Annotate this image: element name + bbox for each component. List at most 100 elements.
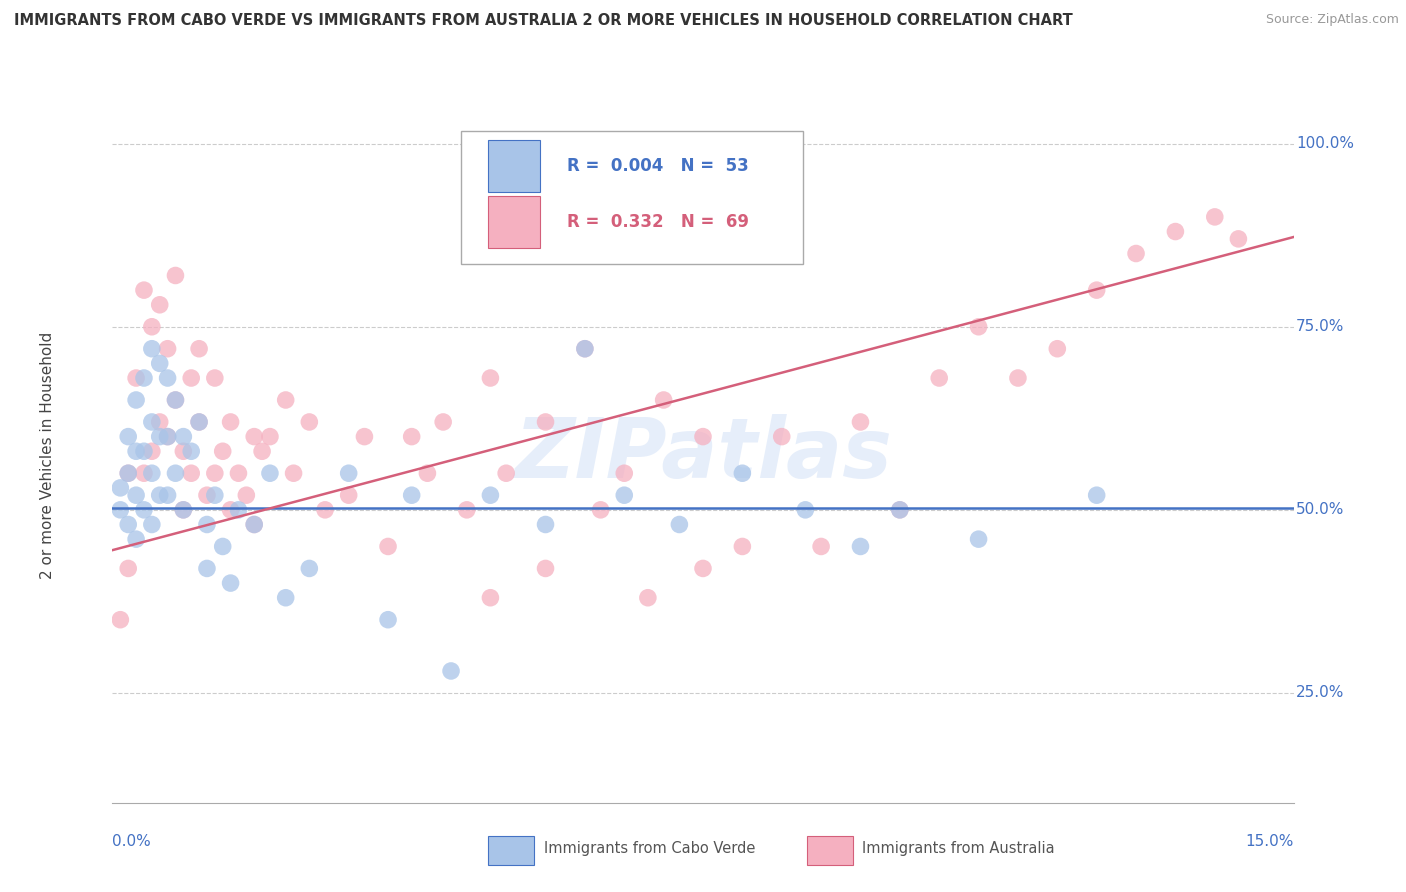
Point <box>132 444 155 458</box>
Point <box>235 488 257 502</box>
Point <box>149 415 172 429</box>
Point <box>377 540 399 554</box>
Point <box>180 467 202 481</box>
Point <box>132 283 155 297</box>
Point <box>188 415 211 429</box>
Point <box>353 429 375 443</box>
Point <box>149 488 172 502</box>
Point <box>211 540 233 554</box>
Point <box>1164 225 1187 239</box>
Point <box>1085 283 1108 297</box>
Point <box>204 488 226 502</box>
Text: 15.0%: 15.0% <box>1246 834 1294 849</box>
Point <box>849 415 872 429</box>
Text: ZIPatlas: ZIPatlas <box>515 415 891 495</box>
Point <box>692 561 714 575</box>
Point <box>117 517 139 532</box>
Point <box>141 467 163 481</box>
Point <box>125 392 148 407</box>
FancyBboxPatch shape <box>488 140 540 192</box>
Point <box>156 342 179 356</box>
Point <box>495 467 517 481</box>
Point <box>188 342 211 356</box>
Point <box>456 503 478 517</box>
Point <box>849 540 872 554</box>
Point <box>613 488 636 502</box>
Point <box>117 467 139 481</box>
Point <box>172 503 194 517</box>
Point <box>274 392 297 407</box>
Point <box>125 444 148 458</box>
Point <box>243 517 266 532</box>
Point <box>172 444 194 458</box>
Point <box>1204 210 1226 224</box>
Point <box>149 298 172 312</box>
Point <box>810 540 832 554</box>
Point <box>377 613 399 627</box>
Point <box>125 371 148 385</box>
Point <box>401 429 423 443</box>
Point <box>125 532 148 546</box>
Point <box>165 392 187 407</box>
Point <box>149 356 172 370</box>
Point <box>534 517 557 532</box>
Point <box>479 371 502 385</box>
Text: IMMIGRANTS FROM CABO VERDE VS IMMIGRANTS FROM AUSTRALIA 2 OR MORE VEHICLES IN HO: IMMIGRANTS FROM CABO VERDE VS IMMIGRANTS… <box>14 13 1073 29</box>
Point <box>219 503 242 517</box>
Point <box>298 561 321 575</box>
Point <box>668 517 690 532</box>
Point <box>156 429 179 443</box>
Point <box>172 429 194 443</box>
Text: 75.0%: 75.0% <box>1296 319 1344 334</box>
Point <box>141 319 163 334</box>
Point <box>637 591 659 605</box>
Point <box>180 371 202 385</box>
Point <box>165 392 187 407</box>
Point <box>141 444 163 458</box>
Point <box>1227 232 1250 246</box>
Point <box>195 561 218 575</box>
Point <box>298 415 321 429</box>
Point <box>889 503 911 517</box>
Point <box>967 532 990 546</box>
Point <box>117 467 139 481</box>
Point <box>259 467 281 481</box>
Point <box>243 429 266 443</box>
Point <box>794 503 817 517</box>
Point <box>1007 371 1029 385</box>
Text: Immigrants from Cabo Verde: Immigrants from Cabo Verde <box>544 840 755 855</box>
Point <box>117 561 139 575</box>
Point <box>889 503 911 517</box>
Point <box>731 467 754 481</box>
FancyBboxPatch shape <box>461 131 803 263</box>
Point <box>149 429 172 443</box>
Point <box>156 488 179 502</box>
Point <box>589 503 612 517</box>
Point <box>731 540 754 554</box>
Point <box>141 415 163 429</box>
Point <box>117 429 139 443</box>
Point <box>156 371 179 385</box>
Point <box>165 467 187 481</box>
Point <box>1085 488 1108 502</box>
FancyBboxPatch shape <box>488 196 540 248</box>
Point <box>692 429 714 443</box>
Text: R =  0.004   N =  53: R = 0.004 N = 53 <box>567 157 749 175</box>
Point <box>274 591 297 605</box>
Point <box>243 517 266 532</box>
Point <box>479 591 502 605</box>
Text: 25.0%: 25.0% <box>1296 685 1344 700</box>
Point <box>259 429 281 443</box>
Point <box>574 342 596 356</box>
Point <box>250 444 273 458</box>
Point <box>479 488 502 502</box>
FancyBboxPatch shape <box>488 836 534 865</box>
Text: Source: ZipAtlas.com: Source: ZipAtlas.com <box>1265 13 1399 27</box>
Point <box>195 517 218 532</box>
Point <box>219 576 242 591</box>
Text: R =  0.332   N =  69: R = 0.332 N = 69 <box>567 213 749 231</box>
Point <box>195 488 218 502</box>
Point <box>770 429 793 443</box>
Point <box>110 613 132 627</box>
Point <box>165 268 187 283</box>
